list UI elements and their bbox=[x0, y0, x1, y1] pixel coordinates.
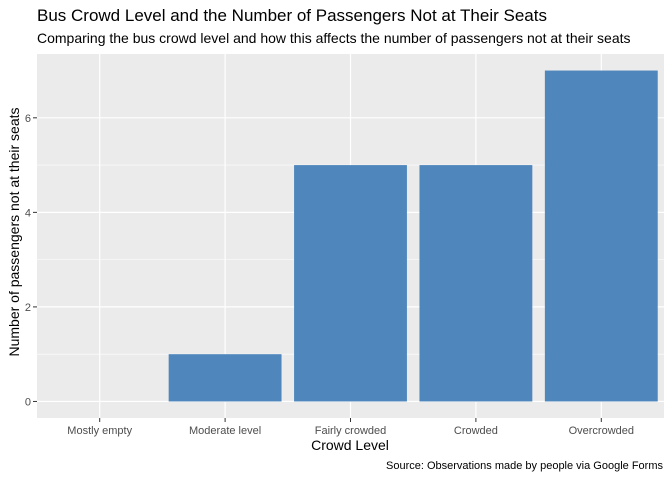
bar bbox=[419, 165, 533, 402]
y-tick-label: 2 bbox=[25, 302, 31, 314]
x-tick-label: Overcrowded bbox=[569, 425, 634, 437]
x-tick-label: Moderate level bbox=[189, 425, 261, 437]
bar bbox=[168, 354, 282, 402]
chart-caption: Source: Observations made by people via … bbox=[386, 460, 663, 472]
x-tick-label: Mostly empty bbox=[67, 425, 132, 437]
y-tick-label: 6 bbox=[25, 113, 31, 125]
x-axis-label: Crowd Level bbox=[311, 437, 389, 453]
bar bbox=[294, 165, 407, 402]
y-tick-label: 4 bbox=[25, 207, 31, 219]
y-tick-label: 0 bbox=[25, 396, 31, 408]
chart-subtitle: Comparing the bus crowd level and how th… bbox=[37, 30, 631, 46]
x-tick-label: Crowded bbox=[454, 425, 498, 437]
chart-title: Bus Crowd Level and the Number of Passen… bbox=[37, 6, 547, 25]
x-tick-label: Fairly crowded bbox=[315, 425, 387, 437]
bar bbox=[544, 70, 658, 402]
